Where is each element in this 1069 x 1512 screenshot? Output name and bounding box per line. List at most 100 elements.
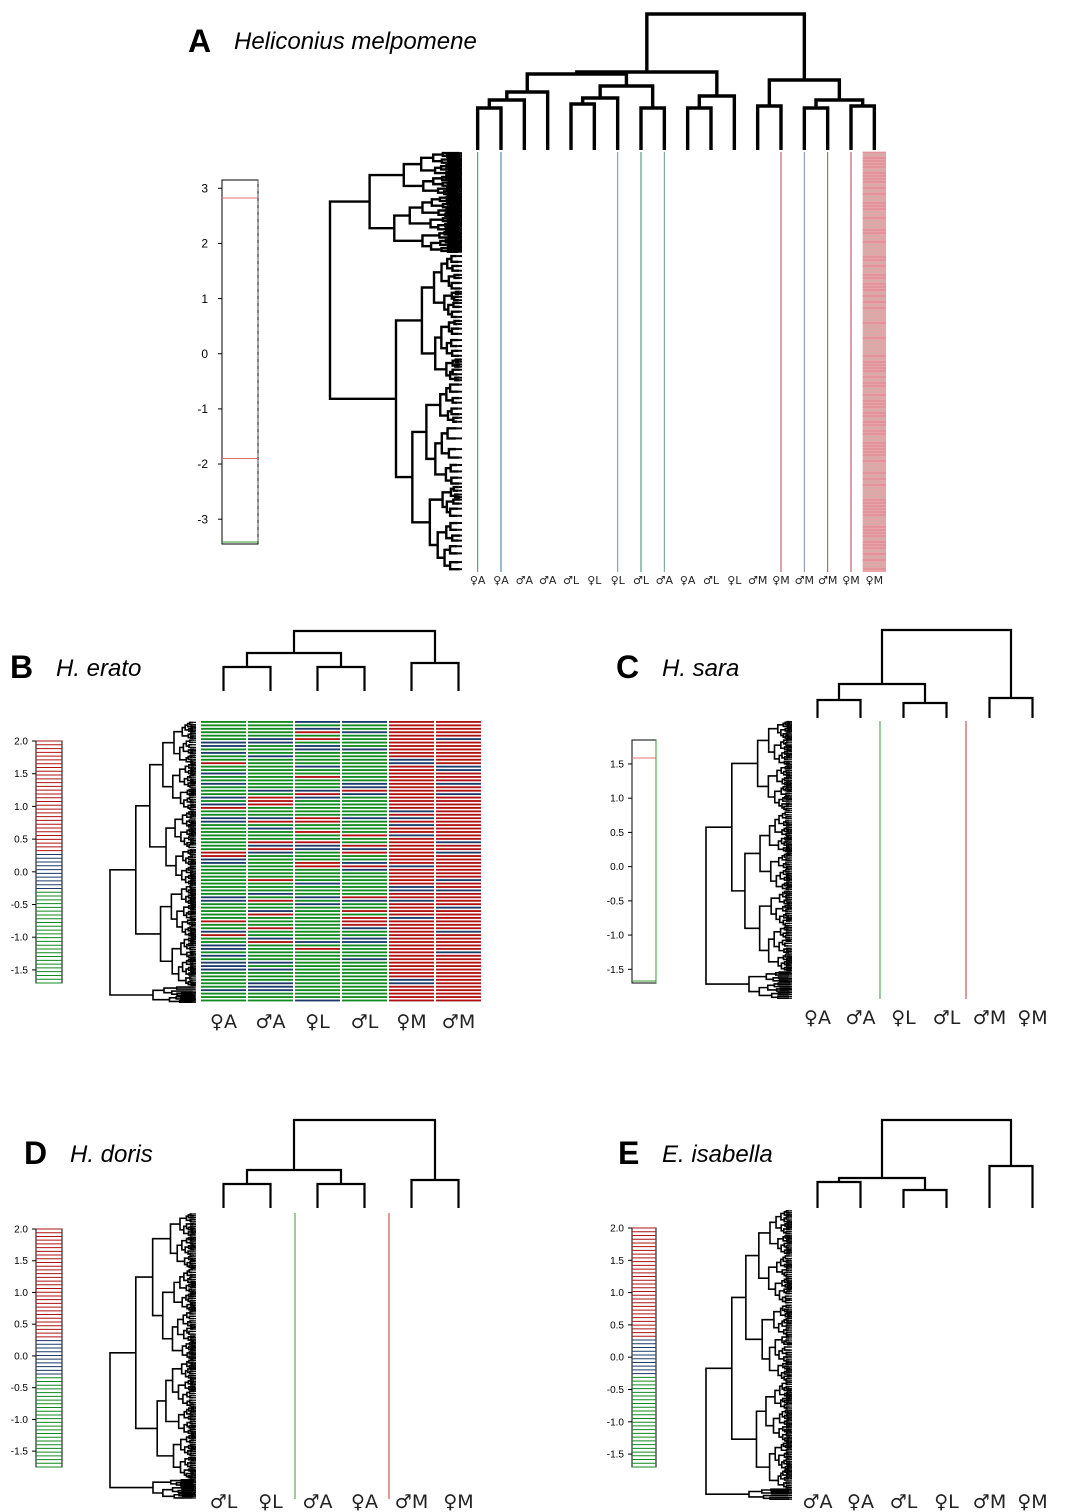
column-dendrogram-branch xyxy=(802,106,830,150)
panel-b-heatmap xyxy=(201,721,481,1002)
heatmap-cell xyxy=(342,996,387,998)
row-dendrogram-branch xyxy=(179,1483,195,1487)
heatmap-cell xyxy=(342,734,387,737)
column-dendrogram-branch xyxy=(245,1168,343,1184)
heatmap-cell xyxy=(436,848,481,851)
heatmap-cell xyxy=(295,886,340,888)
panel-e-column-labels: ♂A ♀A ♂L ♀L ♂M ♀M xyxy=(802,1491,1047,1512)
row-dendrogram-branch xyxy=(785,1422,791,1426)
heatmap-cell xyxy=(295,906,340,909)
row-dendrogram-branch xyxy=(785,745,792,749)
row-dendrogram-branch xyxy=(780,1472,785,1480)
row-dendrogram-branch xyxy=(448,370,456,381)
row-dendrogram-branch xyxy=(785,1458,791,1463)
heatmap-cell xyxy=(201,937,246,940)
row-dendrogram-branch xyxy=(452,295,459,302)
row-dendrogram-branch xyxy=(186,1360,190,1368)
heatmap-cell xyxy=(248,958,293,961)
row-dendrogram-branch xyxy=(777,995,790,999)
heatmap-cell xyxy=(342,934,387,937)
heatmap-cell xyxy=(248,941,293,943)
row-dendrogram-branch xyxy=(188,844,195,849)
row-dendrogram-branch xyxy=(183,938,189,948)
row-dendrogram-branch xyxy=(179,1438,187,1451)
row-dendrogram-branch xyxy=(182,1329,189,1340)
heatmap-cell xyxy=(201,927,246,930)
row-dendrogram-branch xyxy=(185,757,191,763)
heatmap-cell xyxy=(201,906,246,909)
heatmap-cell xyxy=(248,996,293,998)
column-dendrogram-branch xyxy=(645,12,807,80)
heatmap-cell xyxy=(389,879,434,882)
row-dendrogram-branch xyxy=(190,1472,195,1476)
heatmap-cell xyxy=(436,817,481,820)
heatmap-cell xyxy=(389,954,434,957)
row-dendrogram-branch xyxy=(451,264,460,272)
heatmap-cell xyxy=(436,978,481,981)
row-dendrogram-branch xyxy=(188,880,191,885)
row-dendrogram-branch xyxy=(449,177,461,182)
heatmap-cell xyxy=(295,813,340,816)
row-dendrogram-branch xyxy=(185,1436,190,1443)
row-dendrogram-branch xyxy=(785,755,791,759)
panel-a-column-labels: ♀A ♀A ♂A ♂A ♂L ♀L ♀L ♂L ♂A ♀A ♂L ♀L ♂M ♀M ♂M ♂M ♀M ♀M xyxy=(470,574,883,587)
heatmap-cell xyxy=(436,734,481,737)
heatmap-cell xyxy=(201,800,246,802)
heatmap-cell xyxy=(248,834,293,837)
heatmap-cell xyxy=(201,827,246,830)
color-key-tick-label: 0.0 xyxy=(14,867,28,878)
heatmap-cell xyxy=(389,751,434,754)
row-dendrogram-root xyxy=(328,200,396,400)
row-dendrogram-branch xyxy=(189,899,195,903)
column-label: ♀L xyxy=(727,574,742,587)
heatmap-cell xyxy=(201,858,246,861)
heatmap-cell xyxy=(342,972,387,974)
row-dendrogram-branch xyxy=(786,1248,792,1252)
row-dendrogram-branch xyxy=(165,1379,179,1423)
row-dendrogram-branch xyxy=(776,769,783,783)
column-label: ♂L xyxy=(210,1491,238,1512)
heatmap-cell xyxy=(389,855,434,857)
heatmap-cell xyxy=(436,855,481,857)
row-dendrogram-branch xyxy=(186,722,192,728)
heatmap-cell xyxy=(436,727,481,730)
heatmap-cell xyxy=(342,968,387,971)
panel-e: E E. isabella 2.0 1.5 1.0 0.5 0.0 -0.5 -1.0 -1.… xyxy=(607,1118,1048,1512)
heatmap-cell xyxy=(389,817,434,820)
heatmap-cell xyxy=(342,886,387,888)
heatmap-cell xyxy=(342,975,387,978)
heatmap-cell xyxy=(201,910,246,912)
heatmap-cell xyxy=(436,776,481,778)
heatmap-cell xyxy=(248,903,293,906)
panel-a-column-dendrogram xyxy=(475,12,877,150)
heatmap-cell xyxy=(295,789,340,792)
heatmap-cell xyxy=(342,844,387,847)
heatmap-cell xyxy=(389,776,434,778)
column-dendrogram-branch xyxy=(639,106,667,150)
row-dendrogram-branch xyxy=(454,358,461,363)
heatmap-cell xyxy=(389,999,434,1002)
heatmap-cell xyxy=(342,745,387,747)
row-dendrogram-branch xyxy=(190,772,196,776)
heatmap-cell xyxy=(342,769,387,771)
heatmap-cell xyxy=(295,968,340,971)
color-key-tick-label: -1.5 xyxy=(607,1450,625,1461)
color-key-tick-label: 0.5 xyxy=(14,1320,28,1331)
column-dendrogram-branch xyxy=(767,78,842,106)
row-dendrogram-branch xyxy=(181,1489,196,1492)
row-dendrogram-branch xyxy=(188,796,194,801)
heatmap-cell xyxy=(295,868,340,871)
row-dendrogram-branch xyxy=(785,894,791,899)
heatmap-cell xyxy=(342,865,387,868)
heatmap-cell xyxy=(248,789,293,792)
row-dendrogram-branch xyxy=(785,966,792,969)
row-dendrogram-branch xyxy=(181,921,188,933)
row-dendrogram-branch xyxy=(785,1351,790,1356)
row-dendrogram-branch xyxy=(786,955,792,959)
panel-d-title: H. doris xyxy=(70,1141,153,1168)
heatmap-cell xyxy=(248,923,293,926)
panel-c-letter: C xyxy=(616,649,639,685)
row-dendrogram-branch xyxy=(185,959,191,966)
row-dendrogram-branch xyxy=(151,1237,171,1317)
row-dendrogram-branch xyxy=(780,1224,786,1232)
